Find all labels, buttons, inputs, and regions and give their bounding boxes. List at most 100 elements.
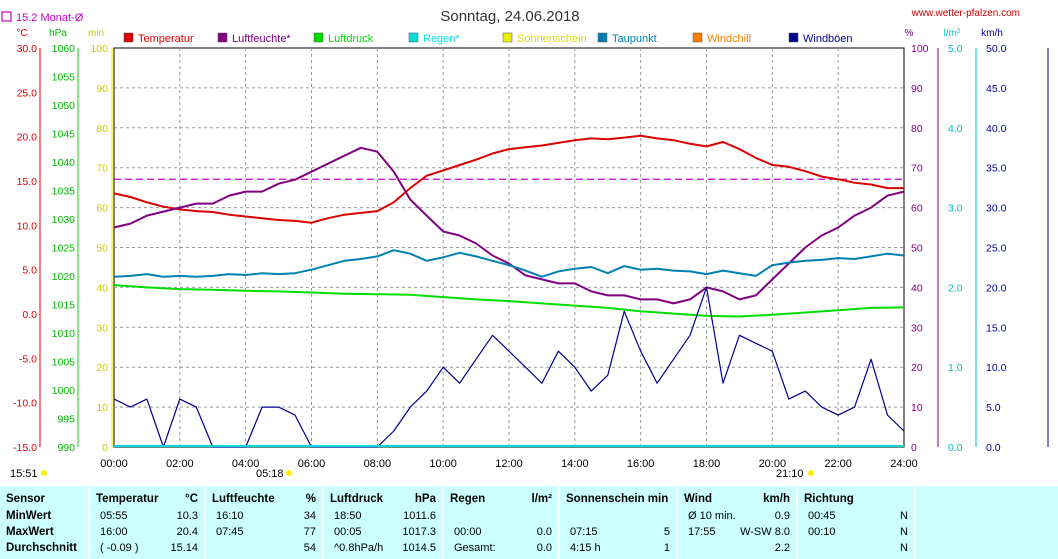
series-line [113, 284, 905, 318]
rain-tick-label: 2.0 [948, 282, 963, 294]
table-cell-time: 07:45 [216, 526, 244, 538]
table-cell-value: 5 [663, 526, 670, 538]
site-link[interactable]: www.wetter-pfalzen.com [911, 8, 1020, 19]
pressure-tick-label: 995 [57, 414, 75, 426]
temp-tick-label: 20.0 [17, 132, 38, 144]
rain-unit-label: l/m² [944, 28, 961, 39]
legend-swatch [123, 32, 134, 43]
legend-label: Taupunkt [612, 33, 657, 45]
humidity-tick-label: 50 [911, 243, 923, 255]
table-cell-value: 1014.5 [402, 542, 436, 554]
sun-tick-label: 30 [96, 322, 108, 334]
monthly-avg-icon [1, 11, 12, 22]
pressure-tick-label: 1000 [52, 385, 76, 397]
table-header-unit: hPa [414, 493, 436, 505]
table-column-bg [678, 486, 796, 559]
series-luftdruck [113, 284, 905, 318]
table-header: Sensor [6, 493, 45, 505]
table-cell-value: 0.0 [536, 526, 552, 538]
series-temperatur [113, 134, 904, 224]
table-header: Richtung [804, 493, 854, 505]
x-tick-label: 08:00 [364, 458, 392, 470]
table-header-unit: °C [185, 493, 198, 505]
table-header: Sonnenschein min [566, 493, 669, 505]
wind-tick-label: 35.0 [986, 163, 1007, 175]
x-tick-label: 12:00 [495, 458, 523, 470]
table-cell-value: 1017.3 [402, 526, 436, 538]
table-header-unit: l/m² [531, 493, 552, 505]
wind-tick-label: 50.0 [986, 43, 1007, 55]
grid [113, 47, 905, 448]
x-tick-label: 04:00 [232, 458, 260, 470]
x-tick-label: 02:00 [166, 458, 194, 470]
table-cell-time: 18:50 [334, 510, 362, 522]
rain-tick-label: 3.0 [948, 203, 963, 215]
sunrise-icon [286, 470, 292, 476]
sun-tick-label: 50 [96, 243, 108, 255]
sunset-icon [808, 470, 814, 476]
table-header: Luftdruck [330, 493, 384, 505]
sun-tick-label: 20 [96, 362, 108, 374]
pressure-tick-label: 1060 [52, 43, 76, 55]
pressure-tick-label: 1020 [52, 271, 76, 283]
legend-label: Luftdruck [328, 33, 374, 45]
sun-tick-label: 90 [96, 83, 108, 95]
rain-tick-label: 1.0 [948, 362, 963, 374]
table-cell-time: 16:10 [216, 510, 244, 522]
table-cell-value: 10.3 [176, 510, 198, 522]
table-cell-time: 4:15 h [570, 542, 601, 554]
sun-tick-label: 60 [96, 203, 108, 215]
legend-swatch [788, 32, 799, 43]
table-cell-value: N [900, 510, 908, 522]
table-column-bg [798, 486, 914, 559]
chart-background [0, 0, 1058, 486]
pressure-tick-label: 1015 [52, 300, 76, 312]
temp-tick-label: 0.0 [22, 309, 37, 321]
series-line [113, 146, 905, 305]
legend-swatch [408, 32, 419, 43]
legend-label: Sonnenschein [517, 33, 587, 45]
pressure-tick-label: 1035 [52, 186, 76, 198]
table-column-bg [0, 486, 88, 559]
sun-unit-label: min [88, 28, 104, 39]
legend-swatch [692, 32, 703, 43]
table-cell-value: 1 [663, 542, 670, 554]
x-tick-label: 14:00 [561, 458, 589, 470]
pressure-tick-label: 1025 [52, 243, 76, 255]
sun-tick-label: 10 [96, 402, 108, 414]
table-row-label: MaxWert [6, 526, 54, 538]
axes: 30.0 25.0 20.0 15.0 10.0 5.0 0.0 -5.0 -10.0 -15.0… [13, 43, 1049, 470]
table-header-unit: km/h [763, 493, 790, 505]
table-header: Luftfeuchte [212, 493, 275, 505]
table-cell-time: ( -0.09 ) [100, 542, 139, 554]
sun-tick-label: 70 [96, 163, 108, 175]
legend: Temperatur Luftfeuchte* Luftdruck Regen* Son… [123, 32, 853, 45]
temp-tick-label: -10.0 [13, 398, 37, 410]
wind-tick-label: 10.0 [986, 362, 1007, 374]
temp-unit-label: °C [16, 28, 27, 39]
humidity-tick-label: 0 [911, 442, 917, 454]
statistics-table: Sensor Temperatur °C Luftfeuchte% Luftdruck h… [0, 486, 1058, 559]
legend-swatch [313, 32, 324, 43]
wind-tick-label: 45.0 [986, 83, 1007, 95]
sun-tick-label: 100 [90, 43, 108, 55]
table-cell-value: W-SW 8.0 [740, 526, 790, 538]
series-group [113, 134, 905, 448]
rain-tick-label: 4.0 [948, 123, 963, 135]
x-tick-label: 18:00 [693, 458, 721, 470]
legend-label: Temperatur [138, 33, 194, 45]
wind-tick-label: 5.0 [986, 402, 1001, 414]
humidity-tick-label: 80 [911, 123, 923, 135]
pressure-tick-label: 1050 [52, 100, 76, 112]
table-column-bg [444, 486, 558, 559]
series-line [113, 134, 904, 224]
sun-tick-label: 0 [102, 442, 108, 454]
pressure-tick-label: 1010 [52, 328, 76, 340]
pressure-tick-label: 1045 [52, 129, 76, 141]
table-column-bg [206, 486, 322, 559]
temp-tick-label: -5.0 [19, 353, 37, 365]
wind-tick-label: 30.0 [986, 203, 1007, 215]
x-tick-label: 16:00 [627, 458, 655, 470]
wind-tick-label: 40.0 [986, 123, 1007, 135]
